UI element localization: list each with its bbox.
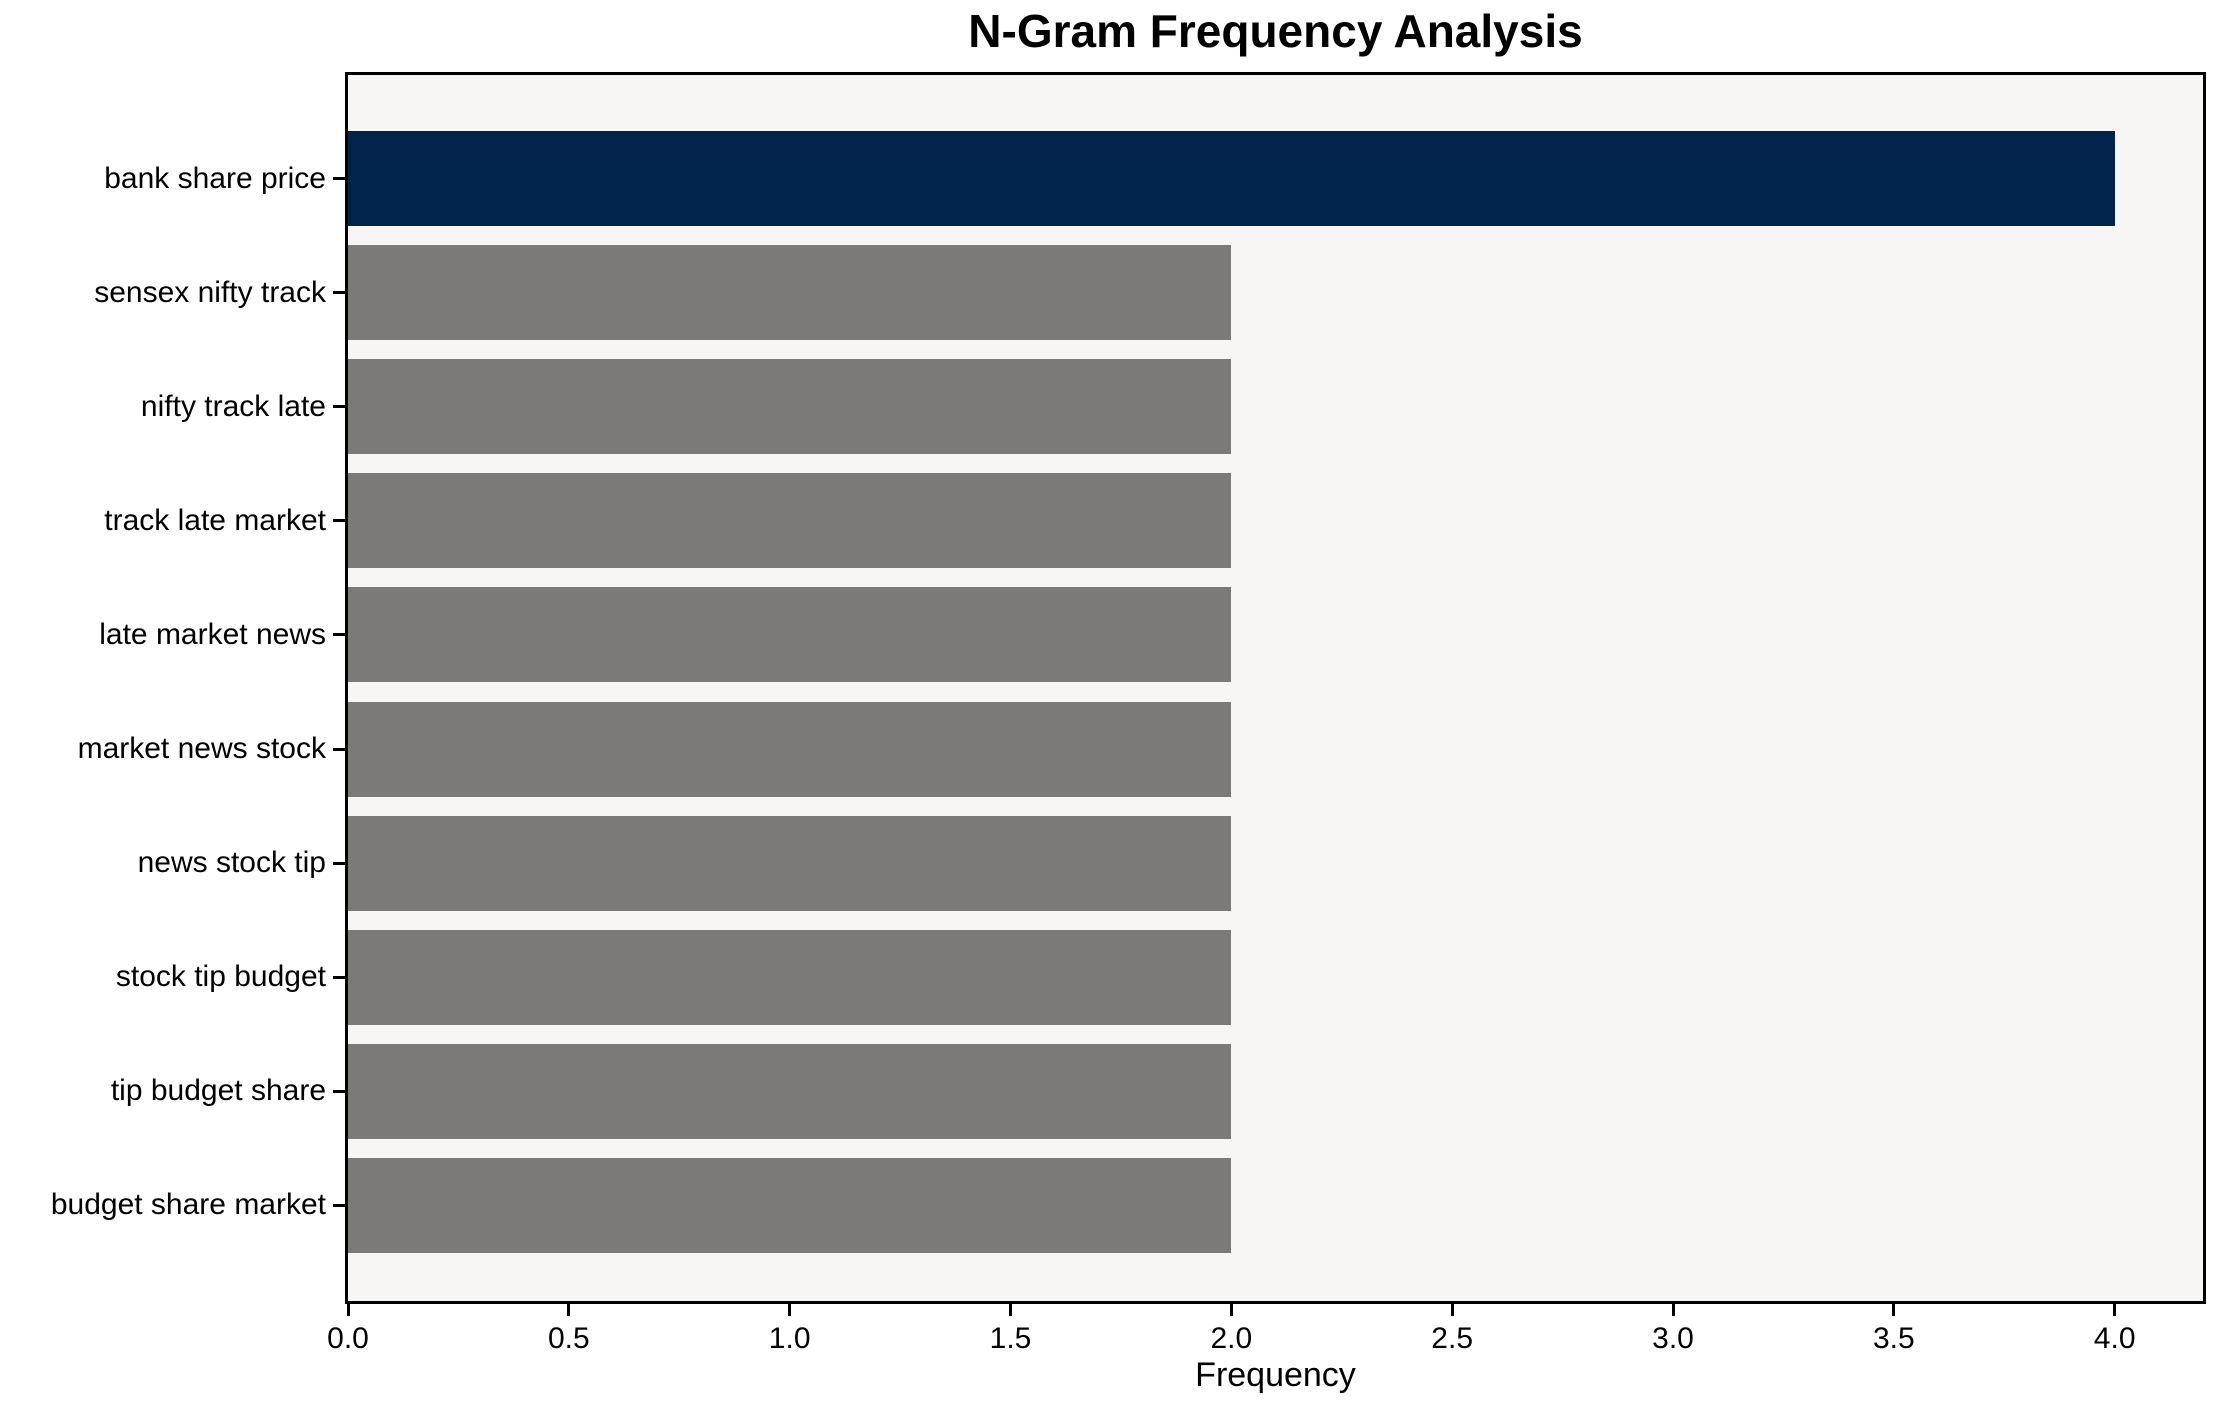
y-tick-label: bank share price xyxy=(104,161,326,195)
bar-stock-tip-budget xyxy=(348,929,1232,1025)
y-tick-mark xyxy=(333,975,345,979)
x-tick-label: 3.5 xyxy=(1872,1322,1915,1355)
x-tick-label: 0.0 xyxy=(327,1322,369,1355)
y-tick-mark xyxy=(333,405,345,409)
x-tick-mark xyxy=(1892,1304,1896,1316)
bar-market-news-stock xyxy=(348,701,1232,797)
y-tick-mark xyxy=(333,177,345,180)
bar-budget-share-market xyxy=(348,1157,1232,1253)
y-tick-label: market news stock xyxy=(77,732,326,765)
y-tick-label: tip budget share xyxy=(110,1074,326,1108)
y-tick-label: budget share market xyxy=(50,1188,326,1222)
x-tick-label: 2.5 xyxy=(1431,1322,1474,1355)
bar-nifty-track-late xyxy=(348,359,1232,455)
y-tick-mark xyxy=(333,633,345,637)
y-tick-label: sensex nifty track xyxy=(94,275,326,309)
x-tick-label: 1.0 xyxy=(768,1322,811,1355)
x-tick-mark xyxy=(2113,1304,2117,1316)
y-tick-mark xyxy=(333,291,345,295)
bar-track-late-market xyxy=(348,473,1232,569)
y-tick-label: stock tip budget xyxy=(115,960,326,994)
x-tick-label: 0.5 xyxy=(547,1322,590,1355)
plot-area xyxy=(345,72,2206,1304)
x-tick-mark xyxy=(346,1304,350,1316)
x-tick-mark xyxy=(1671,1304,1675,1316)
bar-late-market-news xyxy=(348,587,1232,683)
x-axis-label: Frequency xyxy=(1195,1356,1356,1394)
x-tick-mark xyxy=(1009,1304,1012,1316)
x-tick-mark xyxy=(567,1304,571,1316)
x-tick-mark xyxy=(788,1304,792,1316)
bar-news-stock-tip xyxy=(348,815,1232,911)
x-tick-label: 2.0 xyxy=(1210,1322,1253,1355)
y-tick-label: nifty track late xyxy=(140,389,326,423)
y-tick-mark xyxy=(333,1089,345,1093)
y-tick-mark xyxy=(333,519,345,523)
x-tick-label: 1.5 xyxy=(989,1322,1032,1355)
y-tick-mark xyxy=(333,861,345,865)
chart-title: N-Gram Frequency Analysis xyxy=(968,5,1583,57)
y-tick-label: late market news xyxy=(99,617,326,651)
x-tick-mark xyxy=(1229,1304,1233,1316)
bar-bank-share-price xyxy=(348,131,2115,226)
y-tick-label: track late market xyxy=(104,503,326,537)
y-tick-mark xyxy=(333,747,345,751)
bar-sensex-nifty-track xyxy=(348,245,1232,341)
x-tick-label: 4.0 xyxy=(2093,1322,2136,1355)
y-tick-label: news stock tip xyxy=(137,846,326,880)
x-tick-label: 3.0 xyxy=(1652,1322,1694,1355)
y-tick-mark xyxy=(333,1203,345,1207)
x-tick-mark xyxy=(1450,1304,1454,1316)
bar-tip-budget-share xyxy=(348,1043,1232,1139)
